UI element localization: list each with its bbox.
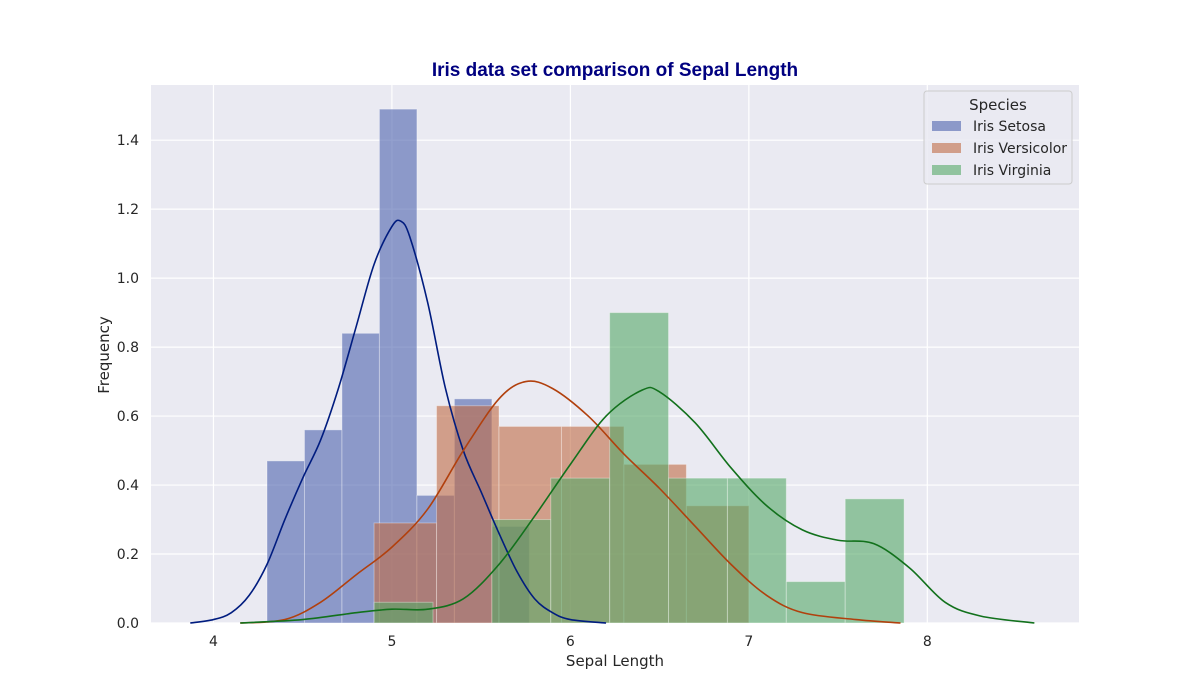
y-axis-ticks: 0.0 0.2 0.4 0.6 0.8 1.0 1.2 1.4 xyxy=(117,133,139,632)
x-tick-label: 8 xyxy=(923,634,932,650)
bar-iris-virginia xyxy=(785,581,846,624)
bar-iris-virginia xyxy=(609,312,670,624)
x-tick-label: 5 xyxy=(387,634,396,650)
bar-iris-virginia xyxy=(550,477,611,624)
y-axis-label: Frequency xyxy=(95,316,113,394)
kde-line-iris-versicolor xyxy=(240,380,901,624)
kde-line-iris-setosa xyxy=(190,219,607,624)
y-tick-label: 0.8 xyxy=(117,340,139,356)
x-axis-ticks: 4 5 6 7 8 xyxy=(209,634,932,650)
legend-swatch xyxy=(932,121,961,131)
y-tick-label: 0.0 xyxy=(117,616,139,632)
bar-iris-virginia xyxy=(373,601,434,624)
legend-item-label: Iris Setosa xyxy=(973,119,1046,135)
y-tick-label: 0.6 xyxy=(117,409,139,425)
x-tick-label: 4 xyxy=(209,634,218,650)
bar-iris-virginia xyxy=(726,477,787,624)
kde-curves xyxy=(190,219,1035,624)
x-tick-label: 7 xyxy=(744,634,753,650)
y-tick-label: 0.2 xyxy=(117,547,139,563)
bar-iris-setosa xyxy=(341,332,380,624)
legend-item-label: Iris Virginia xyxy=(973,163,1051,179)
legend: Species Iris Setosa Iris Versicolor Iris V… xyxy=(923,90,1073,185)
x-axis-label: Sepal Length xyxy=(566,652,664,670)
x-tick-label: 6 xyxy=(566,634,575,650)
y-tick-label: 1.4 xyxy=(117,133,139,149)
legend-item-label: Iris Versicolor xyxy=(973,141,1067,157)
chart-title: Iris data set comparison of Sepal Length xyxy=(432,60,798,81)
legend-swatch xyxy=(932,143,961,153)
bar-iris-versicolor xyxy=(436,405,500,624)
legend-swatch xyxy=(932,165,961,175)
y-tick-label: 1.0 xyxy=(117,271,139,287)
legend-box xyxy=(923,90,1073,185)
legend-title: Species xyxy=(969,96,1027,114)
kde-line-iris-virginia xyxy=(240,386,1035,624)
y-tick-label: 0.4 xyxy=(117,478,139,494)
bar-iris-virginia xyxy=(844,498,905,624)
y-tick-label: 1.2 xyxy=(117,202,139,218)
bar-iris-setosa xyxy=(303,429,343,624)
